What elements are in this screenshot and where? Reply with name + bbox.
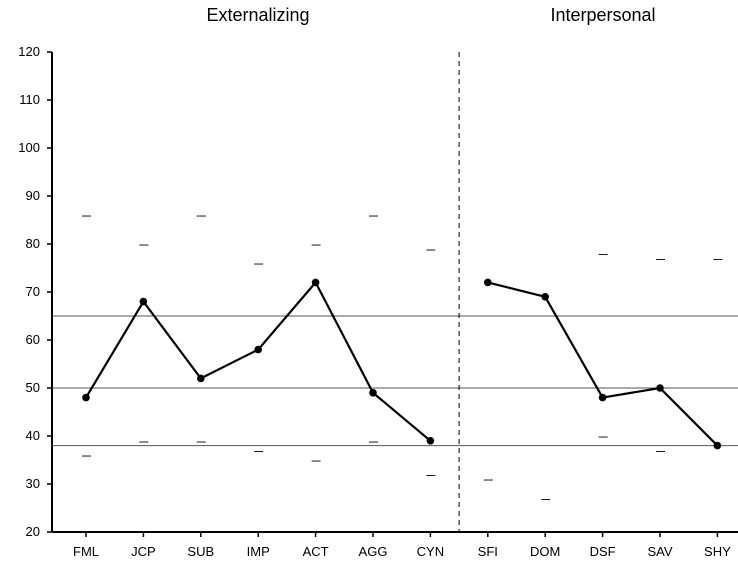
x-tick-label: JCP — [131, 544, 156, 559]
y-tick-label: 30 — [26, 476, 40, 491]
plot-area: 20 30 40 50 60 70 80 90 100 110 120 FML JCP SUB IMP ACT… — [18, 44, 738, 559]
x-tick-label: SHY — [704, 544, 731, 559]
x-tick-label: SAV — [647, 544, 672, 559]
upper-marker: --- — [656, 251, 666, 265]
upper-marker: --- — [139, 237, 149, 251]
y-tick-label: 90 — [26, 188, 40, 203]
upper-marker: --- — [254, 256, 264, 270]
series-line-group-2 — [487, 281, 719, 447]
upper-marker: --- — [369, 208, 379, 222]
y-tick-label: 110 — [19, 92, 40, 107]
lower-marker: --- — [426, 467, 436, 481]
lower-marker: --- — [598, 429, 608, 443]
lower-marker: --- — [541, 491, 551, 505]
data-point-act — [311, 278, 320, 287]
x-tick-label: IMP — [247, 544, 270, 559]
upper-marker: --- — [82, 208, 92, 222]
data-point-cyn — [426, 437, 435, 445]
upper-marker: --- — [713, 251, 723, 265]
x-tick-label: FML — [73, 544, 99, 559]
data-point-dom — [541, 293, 549, 301]
data-point-sav — [656, 384, 664, 392]
x-tick-label: DOM — [530, 544, 560, 559]
data-point-dsf — [598, 393, 607, 402]
data-point-shy — [713, 441, 722, 450]
lower-marker: --- — [369, 434, 379, 448]
x-tick-label: SUB — [187, 544, 214, 559]
y-tick-label: 120 — [18, 44, 40, 59]
y-tick-label: 60 — [26, 332, 40, 347]
lower-marker: --- — [196, 434, 206, 448]
data-point-sub — [197, 374, 205, 383]
data-point-agg — [369, 389, 377, 397]
lower-marker: --- — [254, 443, 264, 457]
data-point-fml — [82, 393, 90, 402]
x-tick-label: AGG — [359, 544, 388, 559]
group-title-externalizing: Externalizing — [206, 5, 309, 25]
x-tick-label: CYN — [417, 544, 444, 559]
upper-marker: --- — [196, 208, 206, 222]
x-tick-label: SFI — [478, 544, 498, 559]
x-tick-label: ACT — [303, 544, 329, 559]
y-tick-label: 50 — [26, 380, 40, 395]
data-point-sfi — [484, 278, 492, 287]
lower-marker: --- — [82, 448, 92, 462]
x-tick-label: DSF — [590, 544, 616, 559]
lower-marker: --- — [483, 472, 493, 486]
lower-marker: --- — [311, 453, 321, 467]
y-tick-label: 20 — [26, 524, 40, 539]
lower-marker: --- — [139, 434, 149, 448]
upper-marker: --- — [598, 247, 608, 261]
group-title-interpersonal: Interpersonal — [550, 5, 655, 25]
y-tick-label: 70 — [26, 284, 40, 299]
y-tick-label: 100 — [18, 140, 40, 155]
lower-marker: --- — [656, 443, 666, 457]
y-tick-label: 40 — [26, 428, 40, 443]
upper-marker: --- — [311, 237, 321, 251]
upper-marker: --- — [426, 242, 436, 256]
data-point-imp — [254, 345, 262, 354]
y-tick-label: 80 — [26, 236, 40, 251]
data-point-jcp — [139, 297, 148, 306]
series-line-group-1 — [85, 280, 432, 442]
